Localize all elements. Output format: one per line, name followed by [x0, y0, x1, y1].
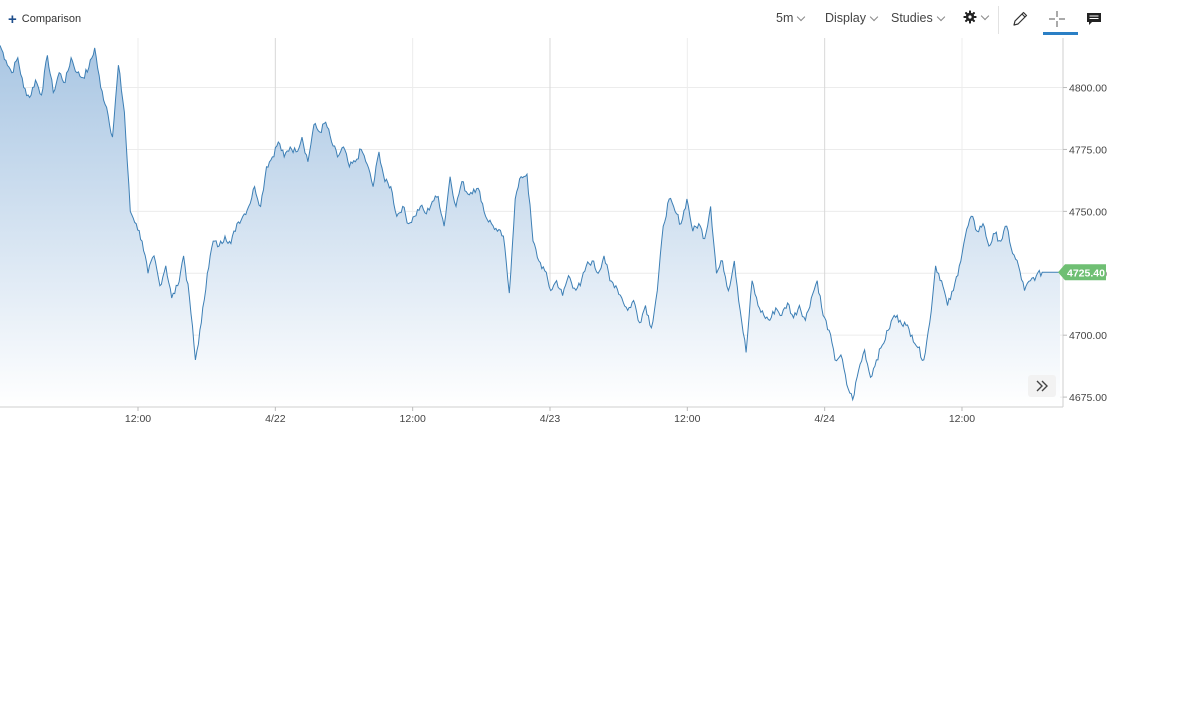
last-price-badge-group: 4725.40: [1058, 264, 1106, 281]
y-tick-label: 4775.00: [1069, 144, 1107, 156]
display-label: Display: [825, 11, 866, 25]
y-tick-label: 4750.00: [1069, 206, 1107, 218]
plus-icon: +: [8, 10, 17, 28]
x-tick-label: 4/24: [814, 413, 835, 425]
x-tick-label: 12:00: [400, 413, 426, 425]
y-tick-label: 4800.00: [1069, 83, 1107, 95]
active-tool-indicator: [1043, 32, 1078, 35]
crosshair-tool-button[interactable]: [1045, 8, 1069, 30]
x-tick-label: 4/23: [540, 413, 561, 425]
comment-tool-button[interactable]: [1082, 8, 1106, 30]
price-line: [0, 45, 1060, 402]
x-tick-label: 4/22: [265, 413, 286, 425]
x-tick-label: 12:00: [674, 413, 700, 425]
y-tick-label: 4700.00: [1069, 330, 1107, 342]
studies-dropdown[interactable]: Studies: [891, 11, 945, 25]
last-price-badge: [1058, 264, 1106, 281]
x-tick-label: 12:00: [125, 413, 151, 425]
price-chart[interactable]: 4800.004775.004750.004725.004700.004675.…: [0, 0, 1200, 440]
gear-icon: [963, 10, 977, 24]
y-axis-ticks: 4800.004775.004750.004725.004700.004675.…: [1063, 83, 1107, 404]
settings-dropdown[interactable]: [963, 10, 990, 24]
expand-chart-button[interactable]: [1028, 375, 1056, 397]
toolbar-divider: [998, 6, 999, 34]
display-dropdown[interactable]: Display: [825, 11, 879, 25]
last-price-label: 4725.40: [1067, 267, 1105, 279]
studies-label: Studies: [891, 11, 933, 25]
double-chevron-right-icon: [1036, 380, 1048, 392]
x-axis-ticks: 12:00 4/22 12:00 4/23 12:00 4/24 12:00: [125, 407, 975, 425]
interval-label: 5m: [776, 11, 794, 25]
pencil-icon: [1013, 11, 1028, 26]
draw-tool-button[interactable]: [1008, 8, 1032, 30]
interval-dropdown[interactable]: 5m: [776, 11, 806, 25]
comparison-label: Comparison: [21, 13, 82, 25]
crosshair-icon: [1049, 11, 1065, 27]
y-tick-label: 4675.00: [1069, 392, 1107, 404]
comparison-button[interactable]: + Comparison: [8, 10, 82, 28]
chart-toolbar: + Comparison 5m Display Studies: [0, 0, 1200, 40]
x-tick-label: 12:00: [949, 413, 975, 425]
price-area-fill: [0, 45, 1060, 408]
comment-icon: [1087, 13, 1101, 25]
